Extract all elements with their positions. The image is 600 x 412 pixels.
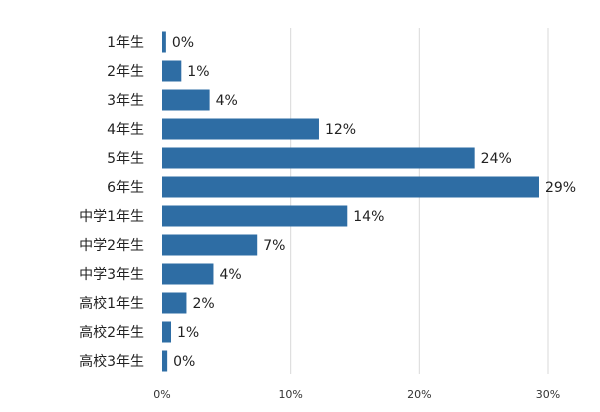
value-label: 12% xyxy=(325,122,356,138)
bar xyxy=(162,89,210,111)
x-tick-label: 30% xyxy=(536,388,560,401)
gridlines xyxy=(290,28,549,374)
category-label: 高校1年生 xyxy=(79,295,144,312)
x-tick-label: 0% xyxy=(153,388,170,401)
bars xyxy=(162,31,539,372)
bar xyxy=(162,234,258,256)
x-axis-ticks: 0% 10% 20% 30% xyxy=(153,388,560,401)
category-label: 中学2年生 xyxy=(79,238,144,254)
value-label: 4% xyxy=(219,267,241,283)
bar xyxy=(162,263,214,285)
category-label: 中学1年生 xyxy=(79,209,144,225)
category-label: 中学3年生 xyxy=(79,267,144,283)
category-label: 2年生 xyxy=(107,64,144,80)
value-label: 1% xyxy=(187,64,209,80)
category-label: 4年生 xyxy=(107,122,144,138)
bar xyxy=(162,205,348,227)
category-labels: 1年生 2年生 3年生 4年生 5年生 6年生中学1年生中学2年生中学3年生高校1年生高校… xyxy=(79,35,144,370)
value-label: 0% xyxy=(173,354,195,370)
x-tick-label: 20% xyxy=(407,388,431,401)
category-label: 高校3年生 xyxy=(79,353,144,370)
value-labels: 0% 1% 4% 12% 24% 29% 14% 7% 4% 2% 1% 0% xyxy=(172,35,576,370)
category-label: 5年生 xyxy=(107,151,144,167)
value-label: 29% xyxy=(545,180,576,196)
bar xyxy=(162,147,475,169)
value-label: 4% xyxy=(216,93,238,109)
value-label: 7% xyxy=(263,238,285,254)
bar xyxy=(162,321,172,343)
category-label: 6年生 xyxy=(107,180,144,196)
x-tick-label: 10% xyxy=(278,388,302,401)
value-label: 2% xyxy=(192,296,214,312)
bar xyxy=(162,176,539,198)
value-label: 24% xyxy=(481,151,512,167)
category-label: 1年生 xyxy=(107,35,144,51)
value-label: 1% xyxy=(177,325,199,341)
category-label: 高校2年生 xyxy=(79,324,144,341)
bar xyxy=(162,292,187,314)
value-label: 14% xyxy=(353,209,384,225)
bar xyxy=(162,118,319,140)
category-label: 3年生 xyxy=(107,93,144,109)
bar xyxy=(162,60,182,82)
bar xyxy=(162,350,168,372)
value-label: 0% xyxy=(172,35,194,51)
bar xyxy=(162,31,166,53)
